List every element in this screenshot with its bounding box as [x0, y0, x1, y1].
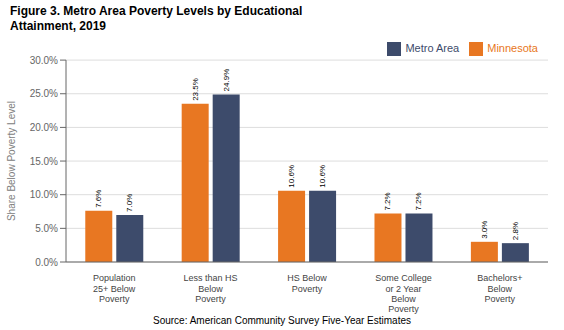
svg-text:7.6%: 7.6%: [94, 190, 103, 208]
html-text:Metro Area: Metro Area: [405, 42, 460, 54]
svg-text:20.0%: 20.0%: [30, 122, 58, 133]
svg-text:0.0%: 0.0%: [35, 257, 58, 268]
svg-text:Share Below Poverty Level: Share Below Poverty Level: [8, 101, 17, 221]
svg-text:10.6%: 10.6%: [318, 165, 327, 188]
svg-text:7.0%: 7.0%: [125, 194, 134, 212]
svg-text:Some Collegeor 2 YearBelowPove: Some Collegeor 2 YearBelowPoverty: [375, 273, 432, 314]
svg-text:10.0%: 10.0%: [30, 189, 58, 200]
svg-text:25.0%: 25.0%: [30, 88, 58, 99]
svg-text:10.6%: 10.6%: [287, 165, 296, 188]
html-text:Source: American Community Sur: Source: American Community Survey Five-Y…: [153, 315, 411, 326]
svg-text:5.0%: 5.0%: [35, 223, 58, 234]
svg-text:2.8%: 2.8%: [511, 222, 520, 240]
svg-text:Population25+ BelowPoverty: Population25+ BelowPoverty: [93, 273, 136, 304]
html-text:Attainment, 2019: Attainment, 2019: [10, 19, 106, 33]
html-text:Figure 3. Metro Area Poverty L: Figure 3. Metro Area Poverty Levels by E…: [10, 4, 303, 18]
html-text:Minnesota: Minnesota: [487, 42, 538, 54]
svg-text:3.0%: 3.0%: [480, 221, 489, 239]
svg-text:HS BelowPoverty: HS BelowPoverty: [287, 273, 327, 293]
svg-text:Bachelors+BelowPoverty: Bachelors+BelowPoverty: [477, 273, 522, 304]
svg-text:7.2%: 7.2%: [414, 192, 423, 210]
svg-text:23.5%: 23.5%: [191, 78, 200, 101]
svg-text:15.0%: 15.0%: [30, 156, 58, 167]
svg-text:30.0%: 30.0%: [30, 55, 58, 66]
svg-text:Less than HSBelowPoverty: Less than HSBelowPoverty: [184, 273, 238, 304]
svg-text:7.2%: 7.2%: [383, 192, 392, 210]
svg-text:24.9%: 24.9%: [222, 69, 231, 92]
